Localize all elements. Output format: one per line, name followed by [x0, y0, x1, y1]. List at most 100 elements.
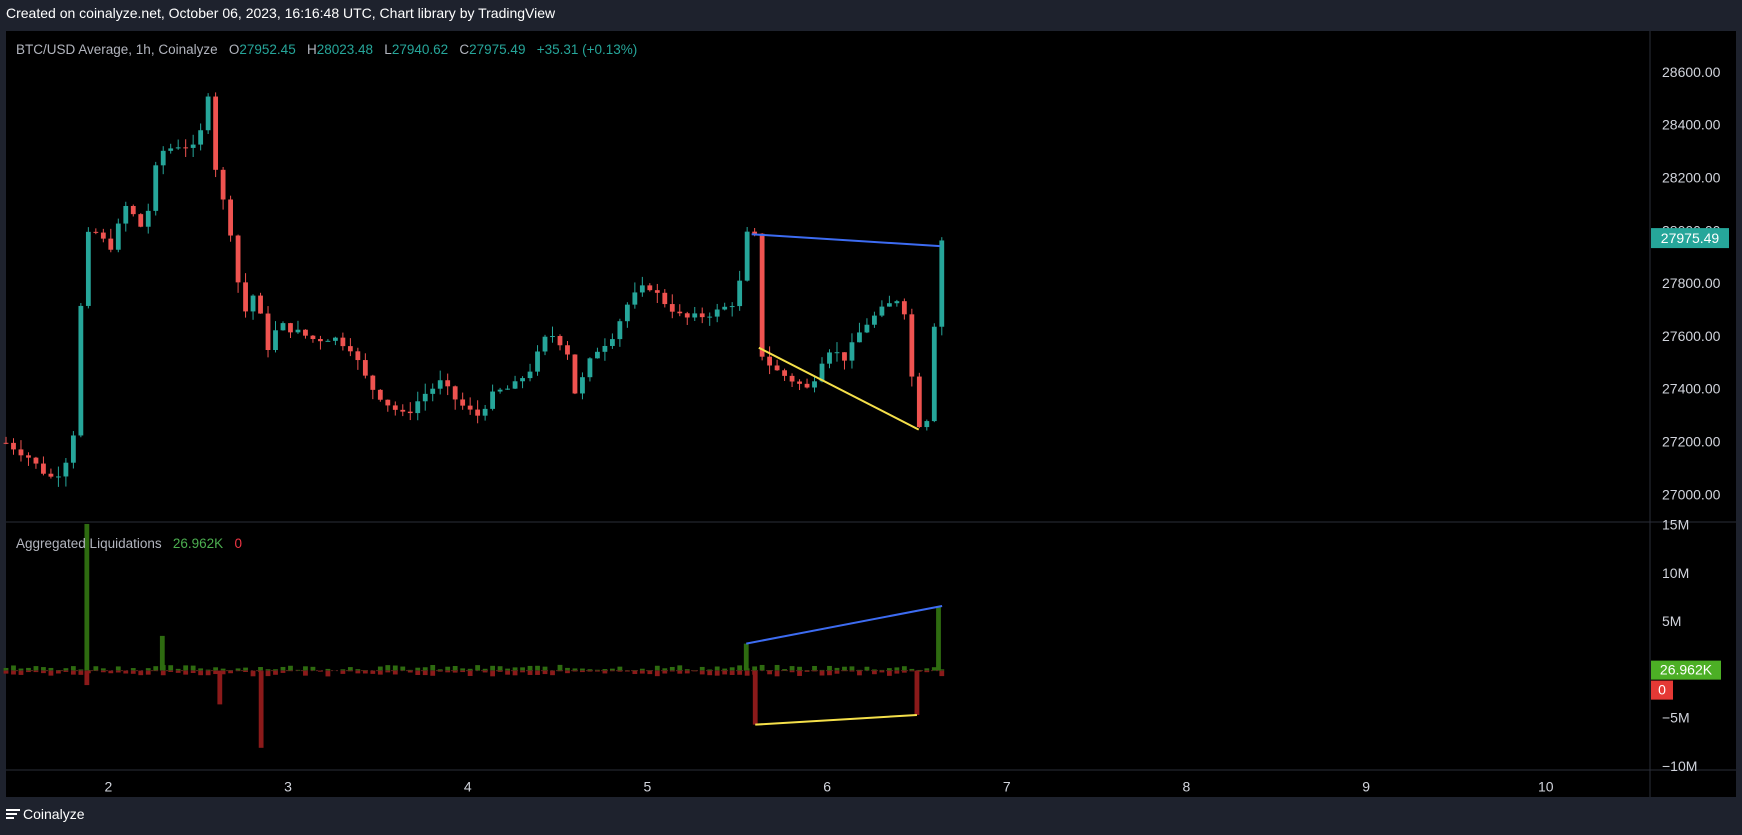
liq-bar-short	[684, 669, 690, 671]
candle	[78, 302, 84, 438]
candle-body	[797, 381, 802, 384]
liq-bar-short	[243, 667, 248, 671]
chart-caption: Created on coinalyze.net, October 06, 20…	[6, 5, 556, 21]
liq-bar-short	[325, 668, 331, 671]
candle	[639, 276, 645, 297]
liq-bar-long	[460, 670, 466, 673]
liq-bar-long	[939, 670, 945, 677]
candle	[609, 333, 615, 349]
candle-body	[842, 352, 847, 361]
price-tick-label: 28200.00	[1662, 170, 1721, 186]
chart-frame[interactable]	[6, 31, 1736, 797]
liq-bar-short	[909, 668, 915, 671]
liq-bar-short	[78, 669, 84, 671]
candle	[857, 322, 862, 343]
candle-body	[602, 345, 608, 352]
time-tick-label: 10	[1538, 779, 1554, 795]
candle-body	[392, 405, 398, 410]
liq-bar-short	[392, 665, 398, 671]
liq-bar-long-notable	[217, 670, 223, 705]
liq-bar-short	[11, 665, 16, 671]
candle	[647, 283, 653, 292]
liq-bar-short	[100, 668, 106, 671]
candle-body	[475, 409, 481, 416]
liq-bar-long	[190, 670, 196, 674]
liq-bar-long	[183, 670, 189, 675]
liq-bar-short	[437, 669, 443, 671]
liq-bar-short	[669, 666, 675, 671]
price-tick-label: 27600.00	[1662, 328, 1721, 344]
candle	[602, 338, 608, 361]
candle	[512, 375, 518, 390]
liq-bar-short	[183, 665, 189, 671]
candle-body	[827, 352, 832, 364]
liq-bar-long	[78, 670, 84, 675]
menu-icon[interactable]	[6, 808, 20, 820]
liq-bar-long	[886, 670, 892, 676]
footer-brand[interactable]: Coinalyze	[6, 806, 84, 822]
candle-body	[699, 313, 705, 318]
candle-body	[18, 449, 24, 456]
candle-body	[258, 295, 263, 314]
liq-bar-short	[145, 668, 151, 671]
candle-body	[639, 285, 645, 293]
candle-body	[56, 476, 61, 478]
candle	[789, 373, 795, 388]
candle	[662, 289, 668, 308]
liq-bar-long	[70, 670, 76, 675]
liq-bar-long-notable	[258, 670, 264, 748]
candle-body	[460, 399, 466, 406]
candle-body	[138, 214, 144, 227]
liq-positive-value: 26.962K	[1660, 661, 1713, 677]
candle-body	[213, 96, 219, 170]
time-tick-label: 8	[1183, 779, 1191, 795]
candle	[160, 146, 166, 175]
liq-bar-long	[26, 670, 31, 673]
candle	[737, 270, 743, 311]
brand-name: Coinalyze	[23, 806, 85, 822]
liq-bar-long	[100, 670, 106, 673]
price-tick-label: 28600.00	[1662, 64, 1721, 80]
liq-bar-long	[767, 670, 773, 675]
candle-body	[864, 324, 870, 333]
liq-bar-short	[377, 666, 383, 671]
liq-bar-short	[602, 669, 608, 671]
candle-body	[879, 306, 885, 316]
candle-body	[819, 363, 825, 382]
candle-body	[205, 96, 211, 131]
candle-body	[901, 301, 907, 315]
liq-bar-short	[916, 669, 922, 671]
liq-bar-short	[115, 666, 121, 671]
candle-body	[385, 399, 391, 406]
candle	[415, 391, 421, 421]
liq-bar-long	[340, 670, 346, 674]
liq-bar-short	[460, 668, 466, 671]
candle	[235, 234, 241, 293]
liq-bar-long	[303, 670, 308, 676]
candle-body	[370, 375, 376, 390]
liq-bar-short	[3, 667, 9, 671]
candle	[467, 397, 473, 415]
candle	[939, 237, 945, 336]
liq-bar-short	[505, 668, 510, 671]
liq-bar-long	[280, 670, 286, 673]
liq-bar-short	[48, 667, 54, 671]
liq-tick-label: 5M	[1662, 613, 1681, 629]
candle-body	[782, 370, 787, 376]
candle-body	[565, 345, 570, 355]
time-tick-label: 3	[284, 779, 292, 795]
liq-bar-short	[864, 666, 870, 671]
candle-body	[647, 285, 653, 291]
candle-body	[303, 329, 308, 336]
candle	[400, 404, 406, 417]
candle-body	[804, 383, 810, 388]
liq-bar-long	[677, 670, 683, 674]
candle-body	[744, 231, 750, 281]
liq-bar-short	[422, 667, 428, 671]
liq-bar-long	[48, 670, 54, 676]
liq-bar-short	[654, 665, 660, 671]
liq-negative-value: 0	[1658, 681, 1666, 697]
liq-bar-short	[939, 669, 945, 671]
ohlc-legend: BTC/USD Average, 1h, Coinalyze O27952.45…	[16, 42, 638, 57]
